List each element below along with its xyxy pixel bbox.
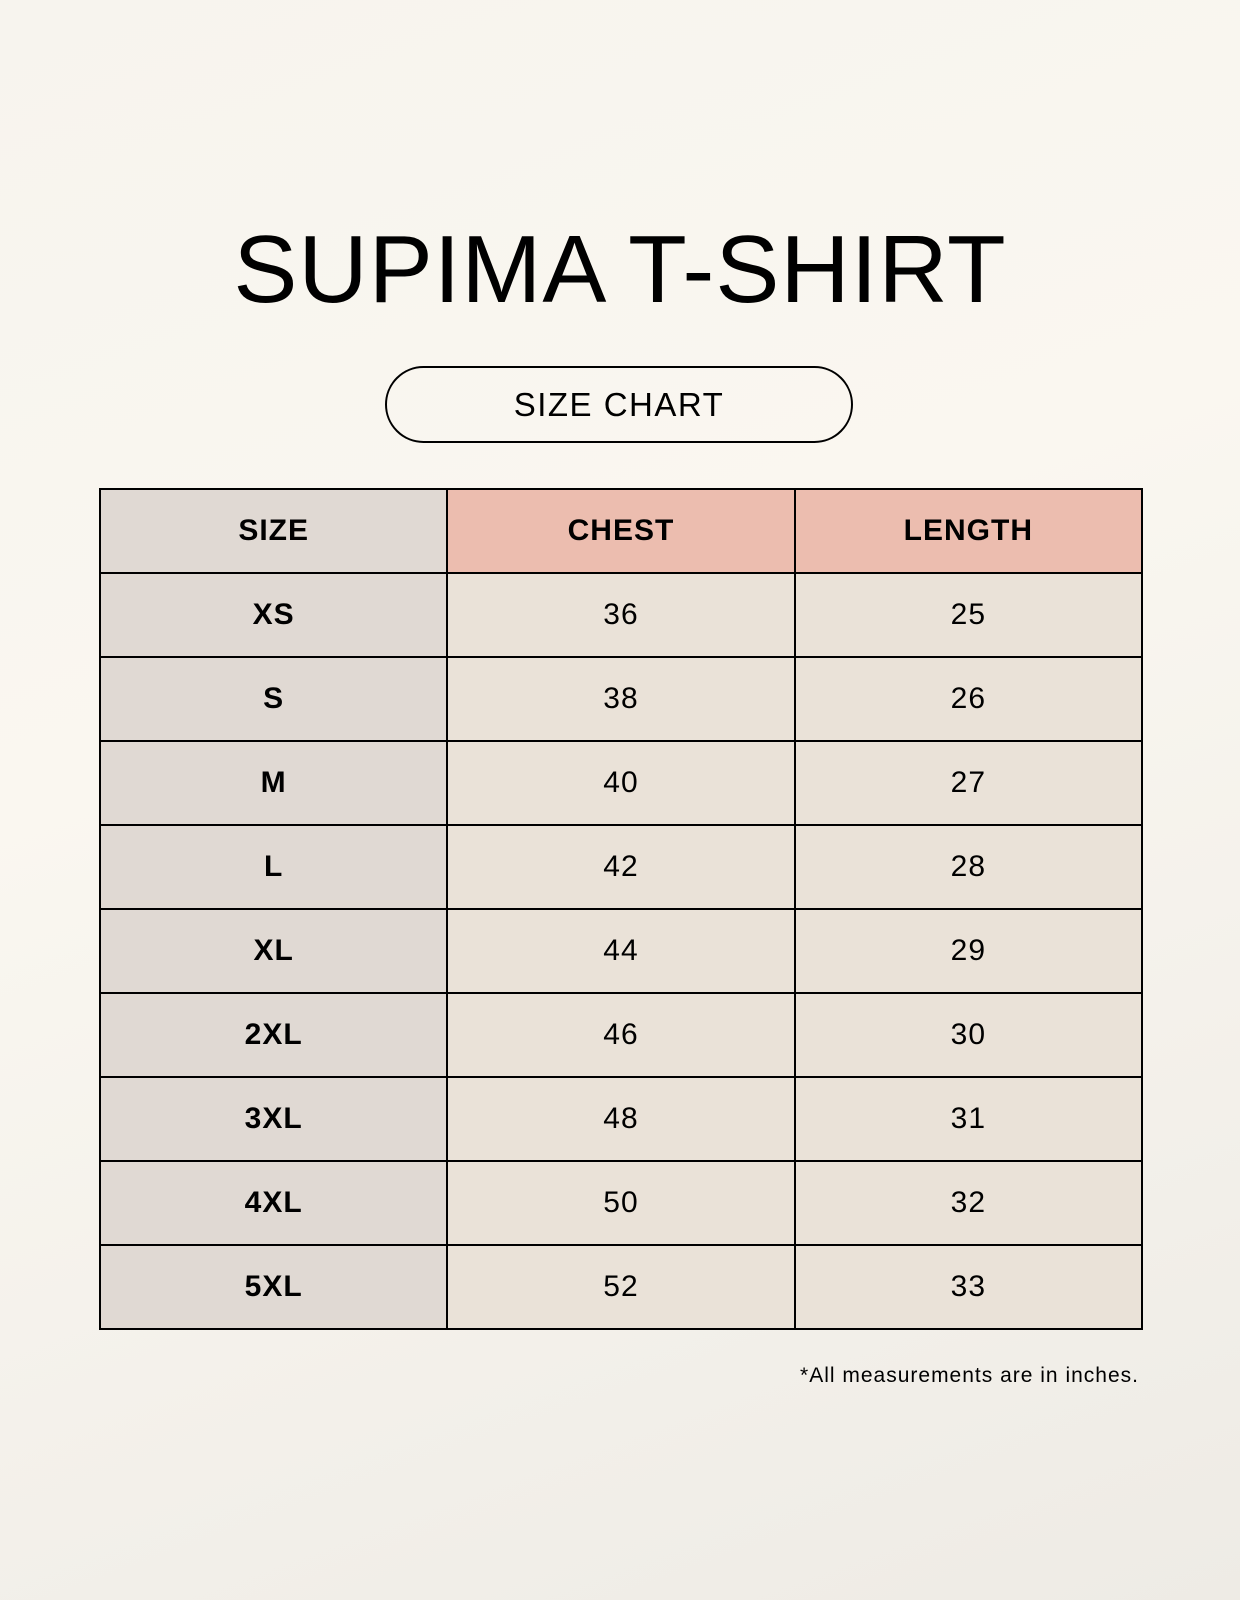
length-cell: 32 [793,1160,1144,1246]
size-cell: 3XL [98,1076,449,1162]
table-row: XL 44 29 [98,908,1144,994]
size-cell: XS [98,572,449,658]
chest-cell: 46 [446,992,796,1078]
table-header-row: SIZE CHEST LENGTH [98,488,1144,574]
length-cell: 29 [793,908,1144,994]
length-cell: 33 [793,1244,1144,1330]
chest-cell: 36 [446,572,796,658]
header-chest: CHEST [446,488,796,574]
table-row: XS 36 25 [98,572,1144,658]
size-cell: XL [98,908,449,994]
length-cell: 31 [793,1076,1144,1162]
header-size: SIZE [98,488,449,574]
page-title: SUPIMA T-SHIRT [233,216,1007,323]
size-cell: L [98,824,449,910]
size-chart-label: SIZE CHART [385,366,853,443]
chest-cell: 38 [446,656,796,742]
length-cell: 28 [793,824,1144,910]
table-row: 2XL 46 30 [98,992,1144,1078]
chest-cell: 44 [446,908,796,994]
size-table: SIZE CHEST LENGTH XS 36 25 S 38 26 M 40 27 L 42 28 X… [98,488,1144,1330]
measurement-note: *All measurements are in inches. [800,1364,1139,1387]
chest-cell: 42 [446,824,796,910]
chest-cell: 50 [446,1160,796,1246]
chest-cell: 40 [446,740,796,826]
length-cell: 27 [793,740,1144,826]
size-cell: S [98,656,449,742]
size-cell: 4XL [98,1160,449,1246]
size-cell: M [98,740,449,826]
table-row: 3XL 48 31 [98,1076,1144,1162]
length-cell: 25 [793,572,1144,658]
table-row: 5XL 52 33 [98,1244,1144,1330]
chest-cell: 48 [446,1076,796,1162]
size-cell: 5XL [98,1244,449,1330]
header-length: LENGTH [793,488,1144,574]
table-row: S 38 26 [98,656,1144,742]
length-cell: 26 [793,656,1144,742]
table-row: 4XL 50 32 [98,1160,1144,1246]
table-row: L 42 28 [98,824,1144,910]
chest-cell: 52 [446,1244,796,1330]
table-row: M 40 27 [98,740,1144,826]
length-cell: 30 [793,992,1144,1078]
size-cell: 2XL [98,992,449,1078]
